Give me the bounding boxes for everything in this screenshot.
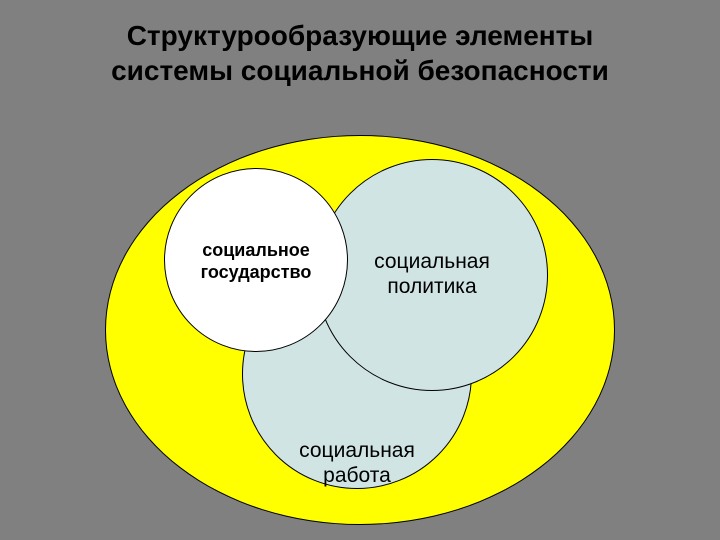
label-social-policy: социальная политика — [332, 249, 532, 299]
label-social-work: социальная работа — [257, 438, 457, 488]
slide-title: Структурообразующие элементы системы соц… — [0, 18, 720, 88]
label-social-state: социальное государство — [156, 240, 356, 283]
title-line-1: Структурообразующие элементы — [127, 20, 594, 51]
title-line-2: системы социальной безопасности — [111, 55, 609, 86]
